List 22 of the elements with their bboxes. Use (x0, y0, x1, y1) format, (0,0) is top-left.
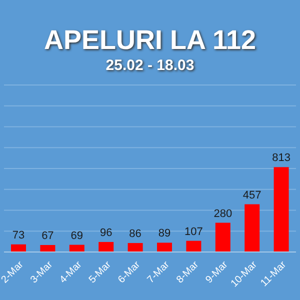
chart-subtitle: 25.02 - 18.03 (104, 57, 196, 74)
bar (274, 167, 289, 252)
bar (215, 222, 230, 252)
data-label: 89 (158, 228, 171, 240)
data-label: 813 (272, 152, 290, 164)
data-label: 73 (12, 229, 25, 242)
bar (40, 245, 56, 252)
data-label: 457 (242, 189, 262, 202)
bar (69, 244, 84, 252)
bar (128, 243, 143, 252)
bar (98, 242, 114, 252)
bar (186, 240, 202, 252)
data-label: 280 (214, 208, 232, 220)
data-label: 67 (42, 230, 54, 242)
data-label: 86 (129, 228, 142, 240)
data-label: 107 (184, 226, 203, 238)
bar (157, 242, 172, 252)
bar (244, 204, 260, 252)
bar (11, 244, 26, 252)
data-label: 96 (100, 226, 112, 239)
chart-title: APELURI LA 112 (42, 25, 258, 56)
data-label: 69 (70, 230, 84, 242)
